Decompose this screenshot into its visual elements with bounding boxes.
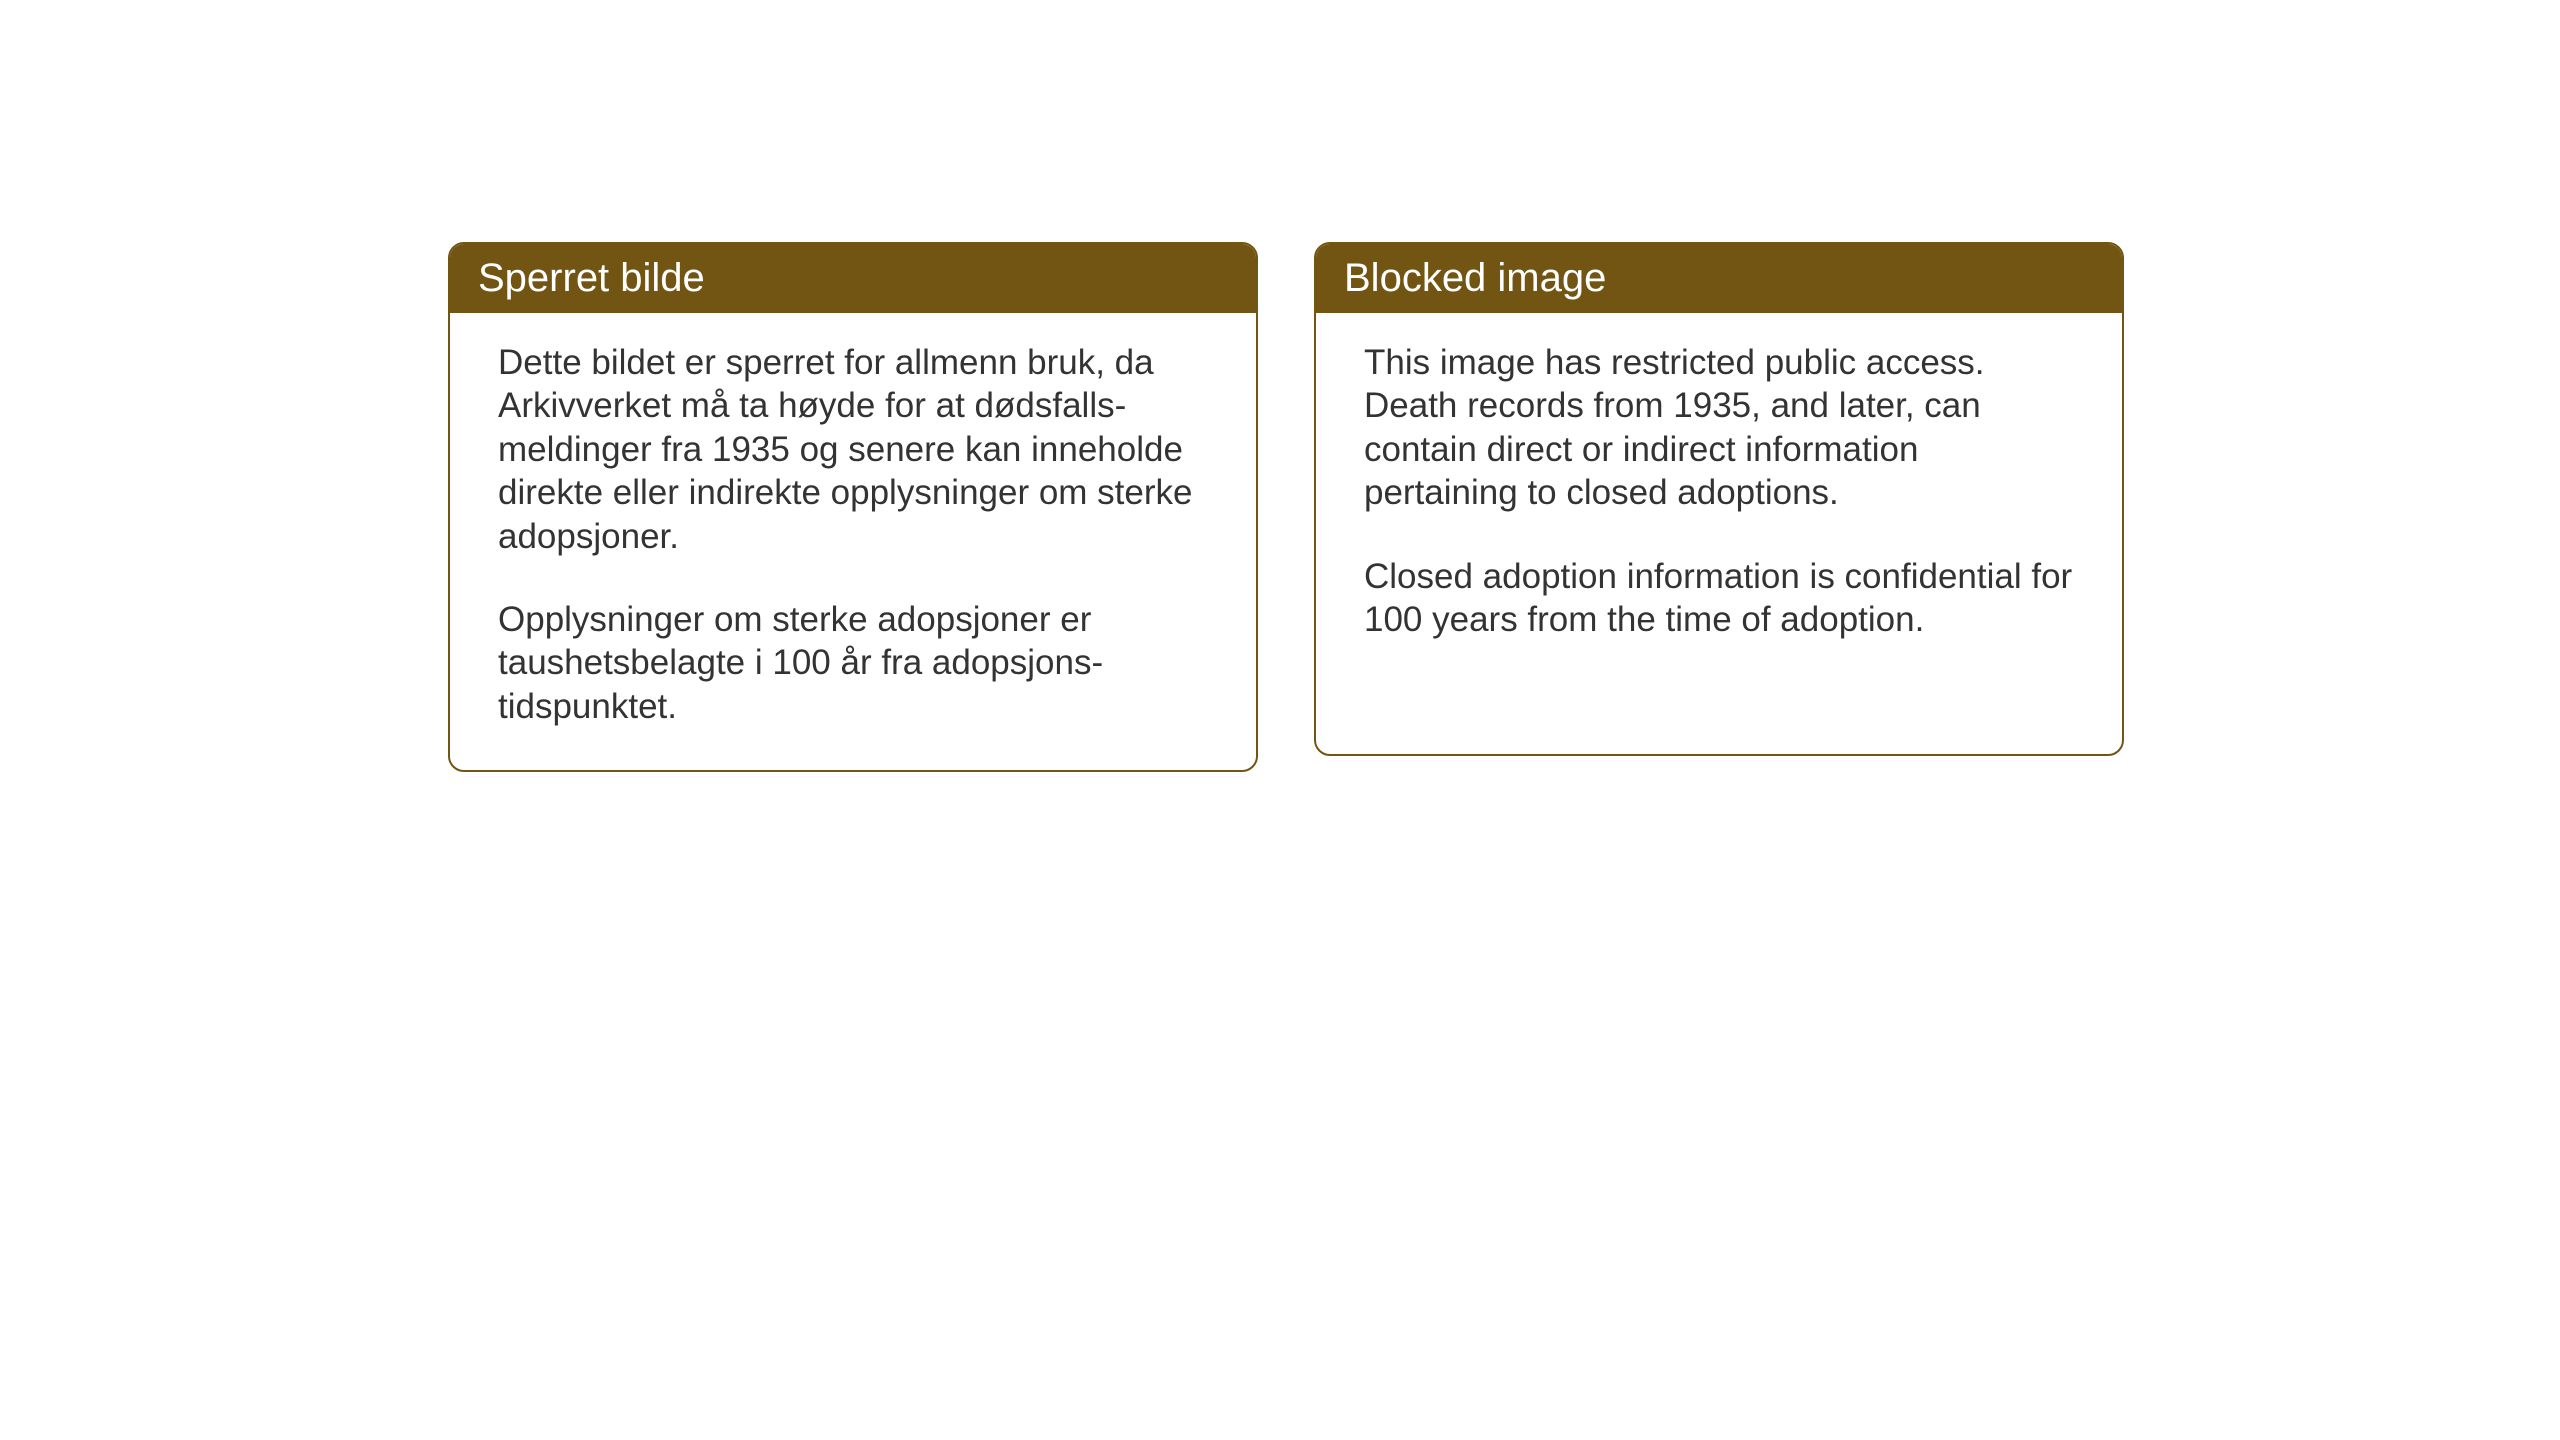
norwegian-card-title: Sperret bilde xyxy=(450,244,1256,313)
norwegian-card-body: Dette bildet er sperret for allmenn bruk… xyxy=(450,313,1256,770)
english-notice-card: Blocked image This image has restricted … xyxy=(1314,242,2124,756)
norwegian-notice-card: Sperret bilde Dette bildet er sperret fo… xyxy=(448,242,1258,772)
english-paragraph-2: Closed adoption information is confident… xyxy=(1364,555,2074,642)
english-paragraph-1: This image has restricted public access.… xyxy=(1364,341,2074,515)
english-card-title: Blocked image xyxy=(1316,244,2122,313)
english-card-body: This image has restricted public access.… xyxy=(1316,313,2122,683)
norwegian-paragraph-1: Dette bildet er sperret for allmenn bruk… xyxy=(498,341,1208,558)
notice-container: Sperret bilde Dette bildet er sperret fo… xyxy=(448,242,2124,772)
norwegian-paragraph-2: Opplysninger om sterke adopsjoner er tau… xyxy=(498,598,1208,728)
